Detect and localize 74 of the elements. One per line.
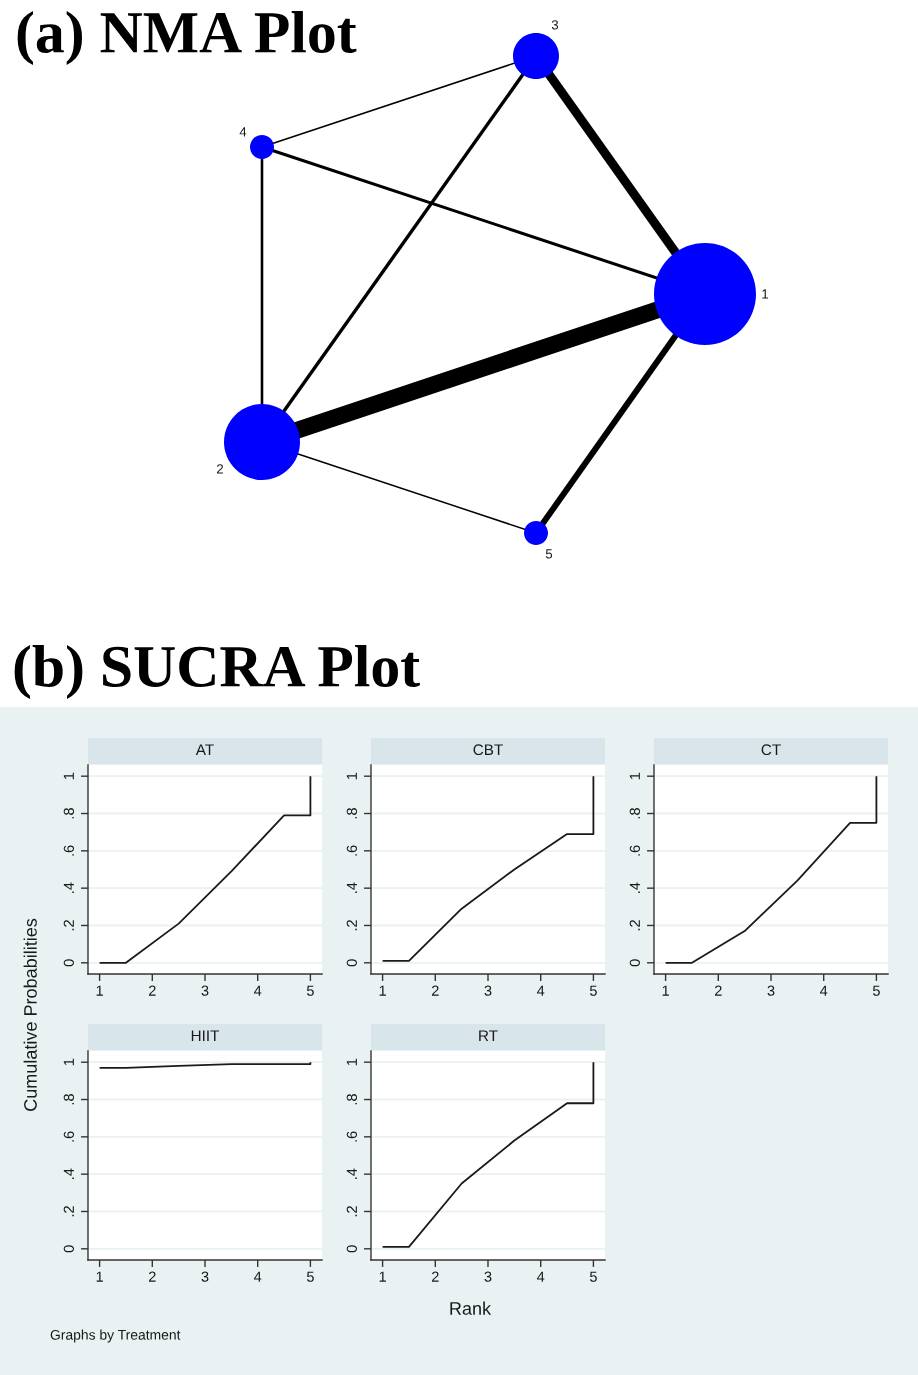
line-series xyxy=(664,775,878,964)
x-tick-label: 5 xyxy=(306,985,314,996)
x-tick-label: 2 xyxy=(148,985,156,996)
y-tick-label: 1 xyxy=(63,1058,74,1066)
x-tick-label: 5 xyxy=(872,985,880,996)
chart-title: CT xyxy=(761,744,781,756)
text: Rank xyxy=(450,1301,492,1315)
y-tick-label: 0 xyxy=(63,1245,75,1253)
x-tick-label: 4 xyxy=(819,985,828,996)
text: (b) SUCRA Plot xyxy=(14,644,420,700)
x-tick-label: 3 xyxy=(201,1271,209,1282)
y-tick-label: .8 xyxy=(63,1094,75,1105)
text: Graphs by Treatment xyxy=(50,1329,181,1343)
text: 4 xyxy=(239,127,247,137)
y-tick-label: .4 xyxy=(346,882,357,893)
x-tick-label: 2 xyxy=(431,985,439,996)
y-tick-label: 1 xyxy=(346,772,357,780)
x-tick-label: 4 xyxy=(253,985,262,996)
x-tick-label: 3 xyxy=(767,985,775,996)
y-tick-label: 0 xyxy=(629,959,641,967)
x-tick-label: 5 xyxy=(589,1271,597,1282)
y-tick-label: 0 xyxy=(346,959,358,967)
y-tick-label: .8 xyxy=(346,808,358,819)
x-tick-label: 3 xyxy=(201,985,209,996)
y-tick-label: .6 xyxy=(63,845,75,856)
x-tick-label: 1 xyxy=(379,1271,386,1282)
text: 3 xyxy=(551,20,559,30)
x-tick-label: 1 xyxy=(379,985,386,996)
y-tick-label: .2 xyxy=(346,1206,357,1217)
y-tick-label: 1 xyxy=(63,772,74,780)
x-tick-label: 4 xyxy=(536,1271,545,1282)
y-tick-label: 1 xyxy=(346,1058,357,1066)
text: Cumulative Probabilities xyxy=(23,918,37,1111)
x-tick-label: 2 xyxy=(714,985,722,996)
y-tick-label: .6 xyxy=(346,845,358,856)
text: (a) NMA Plot xyxy=(17,10,357,66)
chart-title: HIIT xyxy=(191,1030,220,1041)
y-tick-label: .2 xyxy=(629,920,640,931)
text: 1 xyxy=(762,289,769,299)
y-tick-label: .4 xyxy=(63,882,74,893)
chart-title: AT xyxy=(195,744,214,755)
x-tick-label: 1 xyxy=(662,985,669,996)
x-tick-label: 4 xyxy=(253,1271,262,1282)
y-tick-label: .8 xyxy=(346,1094,358,1105)
text: 2 xyxy=(217,464,224,474)
y-tick-label: .4 xyxy=(346,1168,357,1179)
chart-title: CBT xyxy=(473,744,503,756)
y-tick-label: .6 xyxy=(629,845,641,856)
line-series xyxy=(381,775,595,962)
x-tick-label: 3 xyxy=(484,985,492,996)
x-tick-label: 4 xyxy=(536,985,545,996)
x-tick-label: 2 xyxy=(431,1271,439,1282)
y-tick-label: 1 xyxy=(629,772,640,780)
chart-title: RT xyxy=(479,1030,498,1041)
y-tick-label: .8 xyxy=(629,808,641,819)
y-tick-label: .6 xyxy=(63,1131,75,1142)
x-tick-label: 2 xyxy=(148,1271,156,1282)
y-tick-label: .6 xyxy=(346,1131,358,1142)
y-tick-label: .4 xyxy=(63,1168,74,1179)
line-series xyxy=(381,1061,595,1248)
x-tick-label: 5 xyxy=(589,985,597,996)
x-tick-label: 5 xyxy=(306,1271,314,1282)
y-tick-label: .8 xyxy=(63,808,75,819)
text: 5 xyxy=(545,549,553,559)
y-tick-label: .2 xyxy=(346,920,357,931)
y-tick-label: .2 xyxy=(63,920,74,931)
line-series xyxy=(98,775,312,964)
x-tick-label: 1 xyxy=(96,985,103,996)
x-tick-label: 3 xyxy=(484,1271,492,1282)
y-tick-label: .2 xyxy=(63,1206,74,1217)
y-tick-label: .4 xyxy=(629,882,640,893)
x-tick-label: 1 xyxy=(96,1271,103,1282)
y-tick-label: 0 xyxy=(346,1245,358,1253)
y-tick-label: 0 xyxy=(63,959,75,967)
